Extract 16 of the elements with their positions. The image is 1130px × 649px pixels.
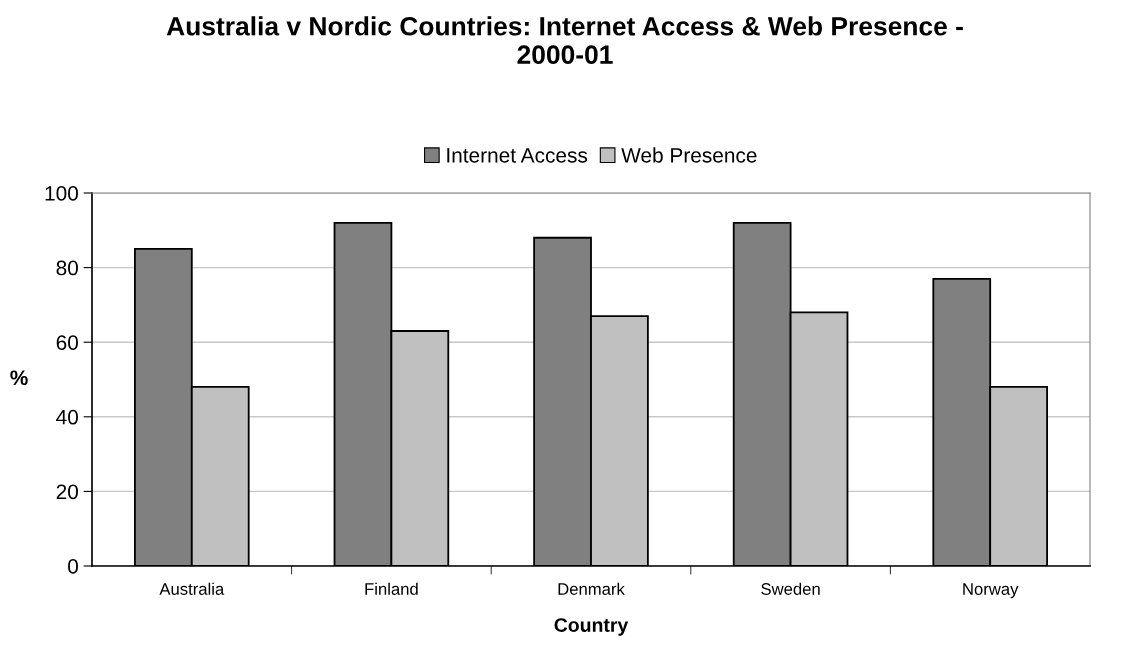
x-tick-label: Finland (365, 582, 418, 595)
x-tick-label: Denmark (558, 582, 625, 595)
chart-title: Australia v Nordic Countries: Internet Access & Web Presence - 2000-01 (166, 16, 963, 65)
x-tick-label: Norway (963, 583, 1019, 599)
x-axis-title: Country (554, 618, 629, 636)
y-tick-label: 80 (56, 260, 78, 276)
y-tick-label: 20 (56, 484, 78, 500)
y-tick-label: 0 (68, 559, 78, 574)
x-tick-label: Australia (159, 582, 225, 595)
x-tick-label: Sweden (761, 582, 820, 595)
legend-label: Web Presence (621, 147, 757, 163)
y-tick-label: 100 (45, 186, 78, 201)
y-tick-label: 60 (56, 335, 78, 350)
legend-label: Internet Access (447, 148, 588, 163)
y-axis-title: % (10, 370, 28, 386)
y-tick-label: 40 (56, 409, 78, 425)
